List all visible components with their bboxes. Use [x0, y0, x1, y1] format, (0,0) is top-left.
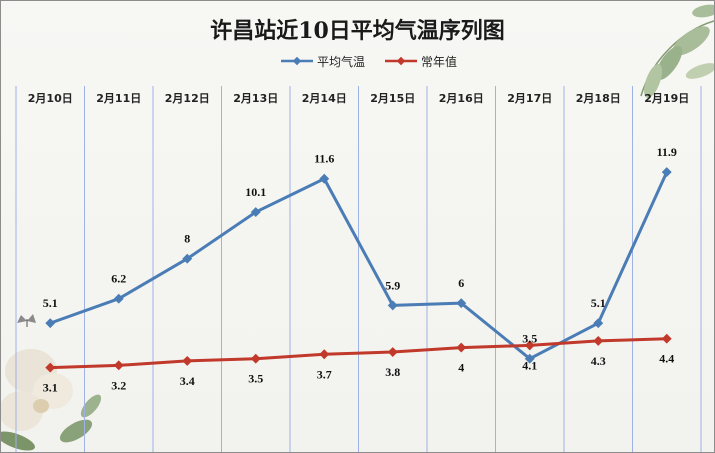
data-point: [387, 347, 398, 357]
data-point: [524, 340, 535, 351]
data-label: 6.2: [111, 272, 126, 286]
data-point: [182, 253, 193, 264]
category-label: 2月14日: [302, 92, 347, 105]
data-label: 11.6: [314, 152, 334, 166]
chart-title: 许昌站近10日平均气温序列图: [210, 18, 505, 44]
data-label: 6: [458, 276, 464, 290]
data-label: 5.9: [385, 278, 400, 292]
series-line: [49, 171, 669, 361]
legend-marker-normal: [385, 56, 418, 66]
chart-legend: 平均气温 常年值: [281, 51, 457, 71]
data-point: [524, 353, 535, 364]
category-label: 2月19日: [644, 92, 689, 105]
legend-label-normal: 常年值: [421, 54, 458, 69]
data-label: 3.5: [248, 372, 263, 386]
data-point: [319, 173, 330, 184]
data-label: 4: [458, 361, 464, 375]
data-label: 3.1: [43, 381, 58, 395]
data-label: 3.8: [385, 365, 400, 379]
data-label: 3.5: [522, 332, 537, 346]
category-label: 2月15日: [370, 92, 415, 105]
data-label: 11.9: [657, 145, 677, 159]
data-label: 4.1: [522, 358, 537, 372]
legend-item-avg-temp: 平均气温: [281, 53, 365, 70]
data-label: 3.7: [317, 367, 332, 381]
data-label: 10.1: [245, 185, 266, 199]
data-label: 3.4: [180, 374, 195, 388]
data-point: [593, 335, 604, 346]
category-label: 2月11日: [96, 92, 141, 105]
data-point: [250, 353, 261, 364]
data-point: [113, 360, 124, 371]
category-label: 2月13日: [233, 92, 278, 105]
data-point: [250, 207, 261, 218]
data-label: 4.4: [659, 352, 674, 366]
data-point: [456, 298, 467, 309]
data-point: [661, 167, 672, 178]
data-point: [456, 342, 467, 353]
data-label: 5.1: [591, 296, 606, 310]
leaves-decoration: [640, 4, 714, 99]
data-point: [387, 300, 398, 311]
data-point: [45, 362, 56, 373]
data-label: 4.3: [591, 354, 606, 368]
legend-item-normal: 常年值: [385, 53, 457, 70]
data-point: [319, 349, 330, 360]
legend-label-avg-temp: 平均气温: [317, 54, 366, 69]
data-point: [661, 333, 672, 344]
data-label: 3.2: [111, 378, 126, 392]
butterfly-icon: [17, 314, 36, 327]
data-label: 5.1: [43, 296, 58, 310]
series-line: [50, 337, 667, 370]
category-label: 2月16日: [439, 92, 484, 105]
legend-marker-avg-temp: [281, 56, 313, 66]
data-point: [45, 318, 56, 329]
category-label: 2月10日: [28, 92, 73, 105]
category-label: 2月18日: [576, 92, 621, 105]
category-label: 2月12日: [165, 92, 210, 105]
data-point: [182, 355, 193, 366]
category-label: 2月17日: [507, 92, 552, 105]
data-point: [593, 318, 604, 329]
data-label: 8: [184, 232, 190, 246]
